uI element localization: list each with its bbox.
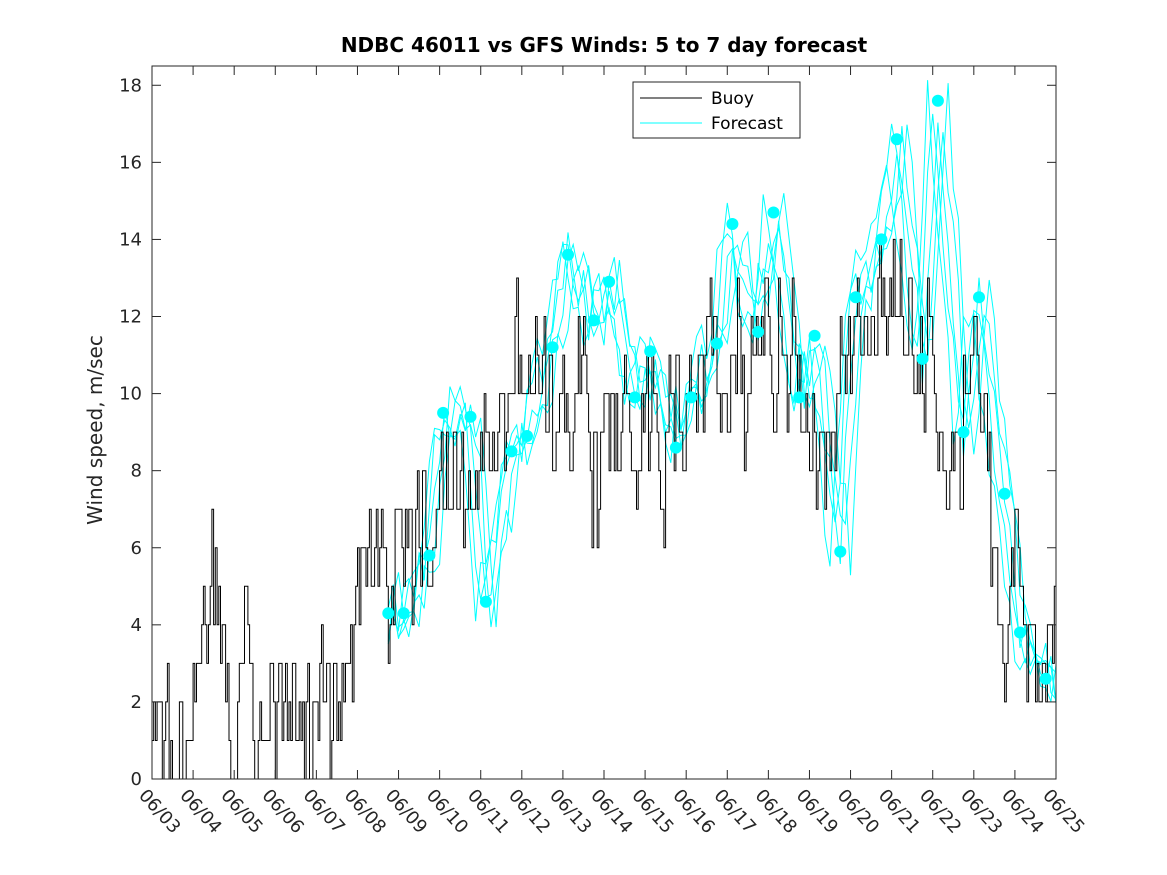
forecast-marker xyxy=(685,391,698,404)
forecast-marker xyxy=(628,391,641,404)
legend: Buoy Forecast xyxy=(632,81,801,139)
forecast-marker xyxy=(998,487,1011,500)
forecast-marker xyxy=(423,549,436,562)
forecast-marker xyxy=(587,314,600,327)
forecast-marker xyxy=(711,337,723,350)
forecast-lines xyxy=(387,80,1057,704)
y-tick-label: 0 xyxy=(131,769,142,790)
forecast-marker xyxy=(546,341,559,354)
forecast-marker xyxy=(973,291,985,304)
forecast-marker xyxy=(603,275,616,288)
y-tick-label: 6 xyxy=(131,538,142,559)
forecast-marker xyxy=(726,218,739,230)
y-tick-label: 18 xyxy=(119,75,142,96)
legend-forecast-label: Forecast xyxy=(711,114,783,134)
forecast-markers xyxy=(382,94,1052,685)
y-tick-label: 8 xyxy=(131,461,142,482)
legend-box xyxy=(632,81,801,139)
forecast-marker xyxy=(521,430,533,442)
forecast-marker xyxy=(916,352,929,365)
forecast-marker xyxy=(875,233,888,246)
forecast-marker xyxy=(834,545,847,558)
y-tick-label: 2 xyxy=(131,692,142,713)
forecast-marker xyxy=(669,441,682,454)
forecast-line xyxy=(387,113,1057,674)
y-tick-label: 16 xyxy=(119,152,142,173)
forecast-marker xyxy=(808,329,821,342)
forecast-marker xyxy=(382,607,395,620)
forecast-marker xyxy=(562,248,574,261)
y-tick-label: 4 xyxy=(131,615,142,636)
axes xyxy=(151,65,1057,780)
forecast-line xyxy=(387,80,1057,704)
forecast-marker xyxy=(464,410,477,423)
y-tick-label: 10 xyxy=(119,384,142,405)
forecast-marker xyxy=(1014,626,1026,639)
y-tick-label: 14 xyxy=(119,229,142,250)
forecast-marker xyxy=(767,206,780,219)
y-axis-label: Wind speed, m/sec xyxy=(83,335,107,525)
forecast-marker xyxy=(397,607,410,620)
forecast-marker xyxy=(437,406,450,419)
legend-buoy-label: Buoy xyxy=(711,89,754,109)
forecast-marker xyxy=(957,426,970,439)
plot-area xyxy=(152,80,1057,780)
forecast-marker xyxy=(505,445,518,458)
y-tick-label: 12 xyxy=(119,307,142,328)
forecast-marker xyxy=(849,291,862,304)
forecast-marker xyxy=(1039,672,1052,685)
forecast-marker xyxy=(793,391,806,404)
chart-title: NDBC 46011 vs GFS Winds: 5 to 7 day fore… xyxy=(341,33,868,57)
forecast-marker xyxy=(890,133,903,146)
buoy-line-group xyxy=(152,238,1056,780)
forecast-marker xyxy=(479,595,492,608)
y-axis-ticks: 0 2 4 6 8 10 12 14 16 18 xyxy=(119,75,142,790)
buoy-line xyxy=(152,238,1056,780)
forecast-marker xyxy=(644,345,657,358)
forecast-marker xyxy=(931,94,944,107)
forecast-marker xyxy=(752,325,765,338)
forecast-line xyxy=(387,122,1057,704)
